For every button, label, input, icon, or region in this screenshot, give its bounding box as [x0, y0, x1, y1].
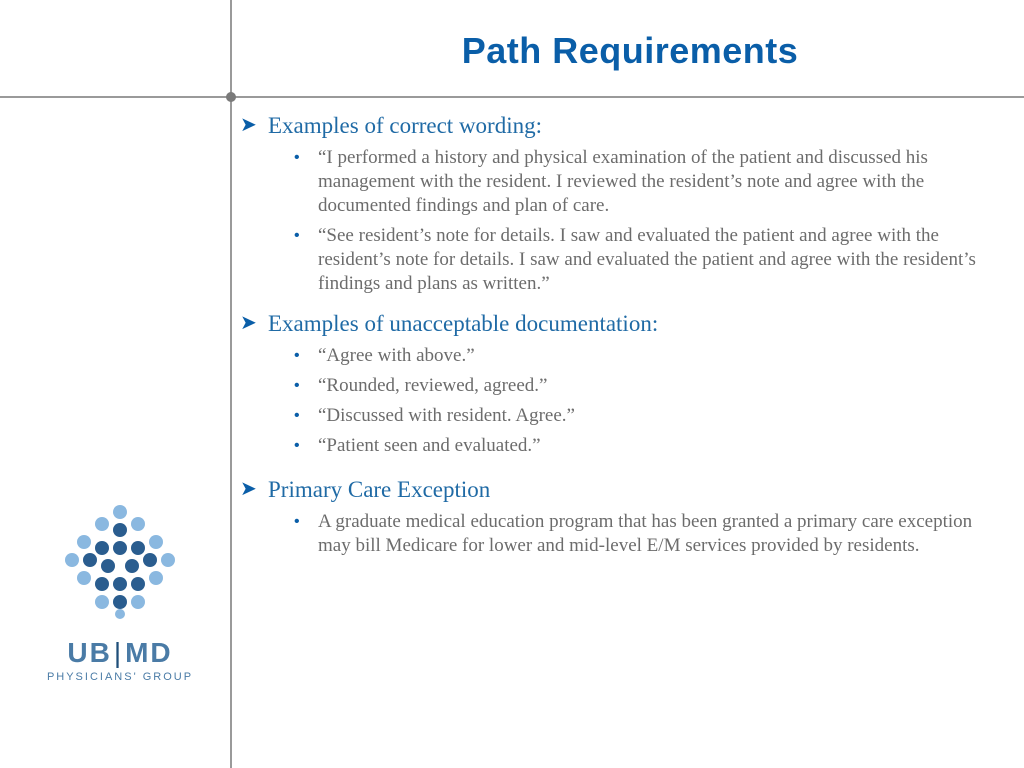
section-heading: Examples of correct wording:: [268, 112, 542, 140]
list-item-text: “Discussed with resident. Agree.”: [318, 404, 575, 428]
list-item: • “Discussed with resident. Agree.”: [240, 404, 1000, 428]
list-item: • “I performed a history and physical ex…: [240, 146, 1000, 218]
bullet-icon: •: [294, 344, 318, 368]
list-item-text: A graduate medical education program tha…: [318, 510, 1000, 558]
list-item-text: “See resident’s note for details. I saw …: [318, 224, 1000, 296]
logo-mark-icon: [60, 500, 180, 620]
list-item-text: “I performed a history and physical exam…: [318, 146, 1000, 218]
chevron-right-icon: ➤: [240, 310, 268, 336]
section-primary-care: ➤ Primary Care Exception • A graduate me…: [240, 476, 1000, 558]
list-item: • “Agree with above.”: [240, 344, 1000, 368]
chevron-right-icon: ➤: [240, 112, 268, 138]
bullet-icon: •: [294, 224, 318, 248]
list-item-text: “Patient seen and evaluated.”: [318, 434, 541, 458]
list-item: • “Patient seen and evaluated.”: [240, 434, 1000, 458]
logo-divider: |: [114, 637, 123, 668]
vertical-rule: [230, 0, 232, 768]
page-title: Path Requirements: [260, 30, 1000, 72]
bullet-icon: •: [294, 146, 318, 170]
section-unacceptable: ➤ Examples of unacceptable documentation…: [240, 310, 1000, 458]
section-heading: Primary Care Exception: [268, 476, 490, 504]
horizontal-rule: [0, 96, 1024, 98]
bullet-icon: •: [294, 434, 318, 458]
bullet-icon: •: [294, 510, 318, 534]
list-item-text: “Rounded, reviewed, agreed.”: [318, 374, 547, 398]
content-area: ➤ Examples of correct wording: • “I perf…: [240, 112, 1000, 572]
list-item: • “Rounded, reviewed, agreed.”: [240, 374, 1000, 398]
list-item-text: “Agree with above.”: [318, 344, 475, 368]
rule-intersection-dot: [226, 92, 236, 102]
list-item: • A graduate medical education program t…: [240, 510, 1000, 558]
logo-subtitle: PHYSICIANS' GROUP: [45, 671, 195, 683]
logo-text-ub: UB: [67, 637, 111, 668]
section-heading: Examples of unacceptable documentation:: [268, 310, 658, 338]
logo-text-md: MD: [125, 637, 173, 668]
bullet-icon: •: [294, 374, 318, 398]
section-correct-wording: ➤ Examples of correct wording: • “I perf…: [240, 112, 1000, 296]
list-item: • “See resident’s note for details. I sa…: [240, 224, 1000, 296]
logo-text: UB|MD: [45, 637, 195, 669]
chevron-right-icon: ➤: [240, 476, 268, 502]
brand-logo: UB|MD PHYSICIANS' GROUP: [45, 500, 195, 683]
bullet-icon: •: [294, 404, 318, 428]
